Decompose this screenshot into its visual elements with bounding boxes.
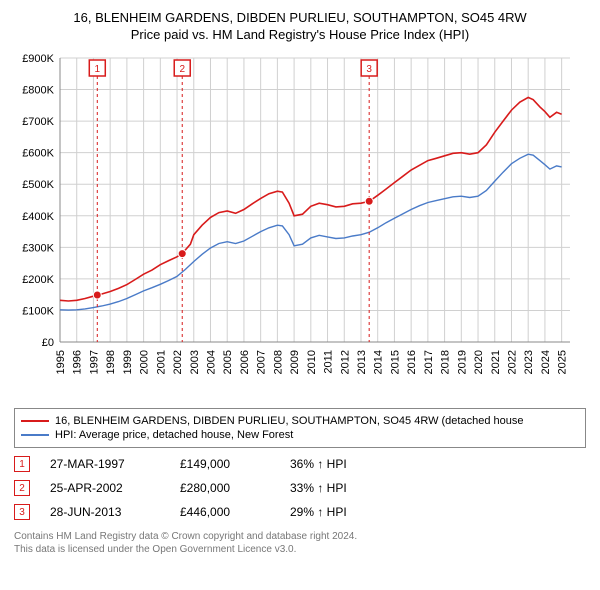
svg-text:2001: 2001 [155,350,167,374]
svg-text:2013: 2013 [356,350,368,374]
event-row: 1 27-MAR-1997 £149,000 36% ↑ HPI [14,456,586,472]
svg-text:£900K: £900K [22,53,54,65]
svg-text:2019: 2019 [456,350,468,374]
svg-text:2012: 2012 [339,350,351,374]
svg-text:2015: 2015 [389,350,401,374]
svg-text:£600K: £600K [22,148,54,160]
legend-swatch-red [21,420,49,422]
svg-text:2025: 2025 [557,350,569,374]
event-row: 2 25-APR-2002 £280,000 33% ↑ HPI [14,480,586,496]
svg-text:£700K: £700K [22,116,54,128]
svg-text:3: 3 [366,64,372,75]
event-badge: 1 [14,456,30,472]
svg-text:2008: 2008 [272,350,284,374]
svg-text:2011: 2011 [323,350,335,374]
svg-text:£400K: £400K [22,211,54,223]
svg-text:£800K: £800K [22,85,54,97]
svg-text:1999: 1999 [122,350,134,374]
event-row: 3 28-JUN-2013 £446,000 29% ↑ HPI [14,504,586,520]
svg-text:2006: 2006 [239,350,251,374]
svg-text:2020: 2020 [473,350,485,374]
svg-text:2022: 2022 [506,350,518,374]
svg-text:£100K: £100K [22,305,54,317]
event-badge: 2 [14,480,30,496]
event-price: £280,000 [180,481,270,495]
event-date: 25-APR-2002 [50,481,160,495]
svg-text:2024: 2024 [540,350,552,374]
svg-text:2017: 2017 [423,350,435,374]
price-chart: £0 £100K £200K £300K £400K £500K £600K £700K £80… [14,52,586,402]
chart-svg: £0 £100K £200K £300K £400K £500K £600K £700K £80… [14,52,574,382]
footer-line: This data is licensed under the Open Gov… [14,543,586,556]
svg-text:£500K: £500K [22,179,54,191]
legend-item: 16, BLENHEIM GARDENS, DIBDEN PURLIEU, SO… [21,415,579,427]
event-price: £149,000 [180,457,270,471]
event-pct: 29% ↑ HPI [290,505,390,519]
svg-text:2016: 2016 [406,350,418,374]
svg-text:2007: 2007 [256,350,268,374]
footer: Contains HM Land Registry data © Crown c… [14,530,586,556]
svg-text:2023: 2023 [523,350,535,374]
svg-text:2002: 2002 [172,350,184,374]
svg-text:2009: 2009 [289,350,301,374]
footer-line: Contains HM Land Registry data © Crown c… [14,530,586,543]
legend-label: HPI: Average price, detached house, New … [55,429,293,441]
svg-text:2010: 2010 [306,350,318,374]
page-subtitle: Price paid vs. HM Land Registry's House … [10,27,590,42]
legend-item: HPI: Average price, detached house, New … [21,429,579,441]
svg-text:2018: 2018 [440,350,452,374]
event-price: £446,000 [180,505,270,519]
event-badge: 3 [14,504,30,520]
event-pct: 33% ↑ HPI [290,481,390,495]
event-date: 27-MAR-1997 [50,457,160,471]
page-title: 16, BLENHEIM GARDENS, DIBDEN PURLIEU, SO… [10,10,590,25]
legend: 16, BLENHEIM GARDENS, DIBDEN PURLIEU, SO… [14,408,586,448]
svg-text:2: 2 [179,64,185,75]
svg-text:1: 1 [95,64,101,75]
event-pct: 36% ↑ HPI [290,457,390,471]
svg-text:2014: 2014 [373,350,385,374]
svg-text:1996: 1996 [72,350,84,374]
svg-text:£300K: £300K [22,242,54,254]
svg-text:£200K: £200K [22,274,54,286]
legend-swatch-blue [21,434,49,436]
svg-text:2000: 2000 [139,350,151,374]
svg-text:2003: 2003 [189,350,201,374]
event-date: 28-JUN-2013 [50,505,160,519]
svg-text:1998: 1998 [105,350,117,374]
svg-text:£0: £0 [42,337,54,349]
svg-text:2005: 2005 [222,350,234,374]
event-table: 1 27-MAR-1997 £149,000 36% ↑ HPI 2 25-APR-200… [14,456,586,520]
svg-text:2021: 2021 [490,350,502,374]
svg-text:2004: 2004 [205,350,217,374]
legend-label: 16, BLENHEIM GARDENS, DIBDEN PURLIEU, SO… [55,415,523,427]
svg-text:1997: 1997 [88,350,100,374]
svg-text:1995: 1995 [55,350,67,374]
